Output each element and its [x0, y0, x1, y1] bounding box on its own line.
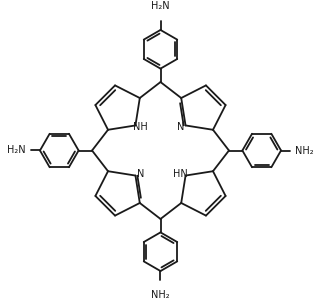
Text: H₂N: H₂N — [7, 145, 26, 156]
Text: N: N — [137, 169, 144, 179]
Text: NH₂: NH₂ — [295, 145, 314, 156]
Text: NH₂: NH₂ — [151, 290, 170, 299]
Text: N: N — [177, 122, 184, 132]
Text: HN: HN — [173, 169, 188, 179]
Text: NH: NH — [133, 122, 148, 132]
Text: H₂N: H₂N — [151, 2, 170, 11]
